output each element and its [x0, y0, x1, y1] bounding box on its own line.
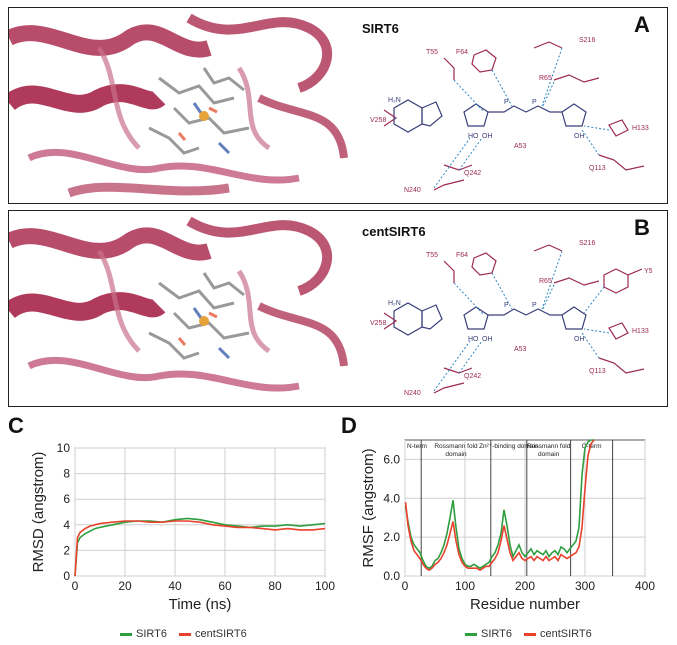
residue-label: Y5 [644, 268, 653, 275]
x-tick-label: 80 [268, 579, 282, 593]
x-tick-label: 60 [218, 579, 232, 593]
domain-label: N-term [407, 443, 427, 450]
legend-label: centSIRT6 [194, 628, 247, 640]
svg-text:HO: HO [468, 336, 479, 343]
y-tick-label: 0 [63, 569, 70, 583]
domain-label: Rossmann fold [434, 443, 478, 450]
series-line [74, 520, 326, 577]
residue-label: Q113 [589, 165, 606, 172]
legend-label: centSIRT6 [539, 628, 592, 640]
residue-label: T55 [426, 252, 438, 259]
rmsd-chart: 0 20 40 60 80 100 0 2 4 6 8 10 Time (ns) RMSD (angstr… [30, 441, 335, 613]
svg-text:P: P [504, 99, 509, 106]
residue-label: V258 [370, 117, 386, 124]
x-tick-label: 40 [168, 579, 182, 593]
y-tick-label: 8 [63, 467, 70, 481]
residue-label: S216 [579, 240, 595, 247]
x-tick-label: 0 [402, 579, 409, 593]
residue-label: T55 [426, 49, 438, 56]
x-axis-label: Residue number [470, 596, 580, 613]
residue-label: N240 [404, 187, 421, 194]
residue-label: F64 [456, 49, 468, 56]
x-tick-label: 0 [72, 579, 79, 593]
plot-area [74, 447, 326, 577]
y-axis-label: RMSF (angstrom) [360, 448, 377, 567]
y-tick-label: 4.0 [383, 491, 400, 505]
x-tick-label: 20 [118, 579, 132, 593]
residue-label: F64 [456, 252, 468, 259]
panel-b: centSIRT6 B H₂N P P HO OH OH [8, 210, 668, 407]
residue-label: V258 [370, 320, 386, 327]
y-tick-label: 2.0 [383, 530, 400, 544]
domain-label: domain [445, 451, 467, 458]
legend-label: SIRT6 [136, 628, 167, 640]
interaction-diagram-a: H₂N P P HO OH OH S216 T55 F64 R65 V258 H133 [370, 37, 649, 194]
residue-label: A53 [514, 346, 527, 353]
residue-label: Q113 [589, 368, 606, 375]
panel-letter: A [634, 12, 650, 37]
svg-text:P: P [532, 302, 537, 309]
residue-label: H133 [632, 328, 649, 335]
y-tick-label: 6.0 [383, 452, 400, 466]
y-tick-label: 10 [57, 441, 71, 455]
legend-swatch [523, 632, 536, 636]
legend-label: SIRT6 [481, 628, 512, 640]
interaction-diagram-b: H₂N P P HO OH OH S216 T55 F64 R65 Y5 [370, 240, 653, 397]
residue-label: Q242 [464, 373, 481, 380]
protein-label: SIRT6 [362, 21, 399, 36]
domain-label: domain [538, 451, 560, 458]
svg-text:H₂N: H₂N [388, 97, 401, 104]
residue-label: A53 [514, 143, 527, 150]
panel-letter: B [634, 215, 650, 240]
svg-text:OH: OH [574, 133, 585, 140]
domain-label: C-term [582, 443, 602, 450]
legend-swatch [120, 632, 132, 636]
y-tick-label: 4 [63, 518, 70, 532]
x-tick-label: 200 [515, 579, 535, 593]
legend-swatch [465, 632, 477, 636]
panel-letter: C [8, 413, 24, 438]
legend: SIRT6 centSIRT6 [120, 628, 247, 640]
svg-text:H₂N: H₂N [388, 300, 401, 307]
protein-structure-b [9, 211, 349, 405]
x-tick-label: 100 [455, 579, 475, 593]
svg-text:HO: HO [468, 133, 479, 140]
x-tick-label: 100 [315, 579, 335, 593]
x-tick-label: 300 [575, 579, 595, 593]
domain-label: Zn²⁺-binding domain [479, 443, 539, 450]
legend: SIRT6 centSIRT6 [465, 628, 592, 640]
residue-label: S216 [579, 37, 595, 44]
x-axis-label: Time (ns) [169, 596, 232, 613]
svg-text:OH: OH [482, 336, 493, 343]
svg-text:OH: OH [574, 336, 585, 343]
series-line [404, 439, 594, 570]
svg-text:P: P [504, 302, 509, 309]
residue-label: H133 [632, 125, 649, 132]
x-tick-label: 400 [635, 579, 655, 593]
panel-letter: D [341, 413, 357, 438]
residue-label: R65 [539, 75, 552, 82]
domain-label: Rossmann fold [527, 443, 571, 450]
series-line [74, 517, 326, 577]
protein-label: centSIRT6 [362, 224, 426, 239]
y-tick-label: 0.0 [383, 569, 400, 583]
y-axis-label: RMSD (angstrom) [30, 452, 47, 573]
residue-label: N240 [404, 390, 421, 397]
svg-text:P: P [532, 99, 537, 106]
series-line [404, 439, 595, 572]
rmsf-chart: 0 100 200 300 400 0.0 2.0 4.0 6.0 N-term Rossmann … [360, 439, 655, 613]
protein-structure-a [9, 8, 349, 202]
legend-swatch [178, 632, 191, 636]
y-tick-label: 6 [63, 492, 70, 506]
y-tick-label: 2 [63, 543, 70, 557]
panel-a: SIRT6 A H₂N P P HO OH OH [8, 7, 668, 204]
residue-label: R65 [539, 278, 552, 285]
svg-text:OH: OH [482, 133, 493, 140]
residue-label: Q242 [464, 170, 481, 177]
